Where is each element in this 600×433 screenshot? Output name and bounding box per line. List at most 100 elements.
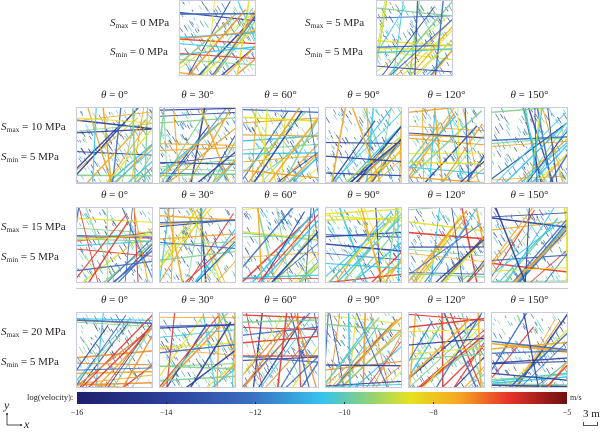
fracture-segment	[84, 255, 89, 262]
fracture-line	[414, 1, 418, 75]
fracture-line	[492, 262, 567, 273]
fracture-line	[409, 313, 417, 387]
fracture-line	[190, 108, 206, 182]
fracture-segment	[215, 22, 220, 30]
fracture-line	[300, 265, 318, 282]
fracture-line	[492, 140, 567, 147]
fracture-line	[243, 314, 318, 319]
fracture-segment	[445, 220, 449, 226]
fracture-line	[466, 167, 484, 182]
fracture-segment	[346, 235, 352, 243]
fracture-line	[160, 117, 226, 179]
fracture-segment	[82, 252, 86, 259]
fracture-segment	[248, 154, 253, 162]
fracture-segment	[288, 270, 291, 274]
fracture-segment	[317, 386, 318, 387]
fracture-line	[77, 317, 152, 322]
fracture-segment	[86, 220, 90, 225]
fracture-segment	[535, 113, 539, 119]
fracture-segment	[202, 75, 205, 76]
fracture-segment	[432, 383, 436, 387]
fracture-line	[377, 1, 388, 66]
fracture-segment	[399, 70, 403, 75]
fracture-segment	[98, 178, 102, 182]
fracture-segment	[350, 274, 353, 278]
fracture-segment	[83, 136, 88, 144]
fracture-line	[192, 208, 226, 282]
fracture-line	[243, 108, 318, 114]
fracture-segment	[382, 34, 385, 38]
fracture-segment	[370, 269, 375, 277]
fracture-line	[160, 108, 235, 111]
fracture-segment	[227, 386, 228, 387]
fracture-segment	[359, 116, 364, 124]
fracture-segment	[278, 125, 282, 130]
fracture-segment	[104, 113, 109, 120]
fracture-line	[530, 108, 543, 182]
fracture-line	[131, 362, 152, 387]
fracture-segment	[179, 122, 185, 130]
fracture-segment	[360, 135, 362, 138]
fracture-segment	[334, 266, 337, 271]
fracture-segment	[167, 164, 172, 172]
fracture-line	[160, 210, 202, 268]
fracture-segment	[386, 30, 389, 34]
fracture-segment	[541, 318, 544, 321]
fracture-segment	[473, 343, 479, 350]
fracture-line	[492, 217, 567, 228]
fracture-segment	[223, 347, 228, 353]
fracture-segment	[409, 267, 412, 271]
fracture-segment	[250, 258, 253, 262]
fracture-segment	[293, 365, 298, 372]
fracture-segment	[233, 6, 238, 13]
fracture-segment	[497, 165, 502, 171]
fracture-segment	[492, 152, 496, 157]
fracture-line	[161, 109, 208, 182]
fracture-segment	[81, 147, 86, 156]
fracture-segment	[304, 158, 308, 163]
axes-indicator: y x	[2, 398, 32, 431]
fracture-segment	[313, 280, 316, 282]
fracture-network	[77, 313, 152, 387]
fracture-line	[427, 208, 478, 282]
theta-label: θ = 30°	[181, 189, 214, 201]
fracture-segment	[445, 215, 450, 222]
fracture-line	[199, 108, 230, 182]
fracture-segment	[199, 36, 204, 43]
fracture-line	[360, 208, 383, 282]
fracture-segment	[473, 230, 478, 237]
fracture-line	[352, 223, 401, 282]
fracture-line	[409, 317, 484, 328]
fracture-segment	[162, 328, 167, 336]
fracture-segment	[423, 108, 428, 115]
fracture-segment	[517, 210, 521, 215]
fracture-segment	[195, 358, 201, 366]
fracture-segment	[419, 210, 422, 215]
fracture-segment	[457, 314, 460, 318]
fracture-line	[312, 208, 318, 246]
fracture-segment	[209, 71, 213, 75]
fracture-segment	[250, 280, 252, 282]
fracture-segment	[284, 335, 287, 338]
fracture-line	[409, 108, 457, 113]
fracture-segment	[483, 344, 484, 345]
fracture-segment	[312, 230, 317, 238]
fracture-segment	[316, 244, 318, 248]
fracture-segment	[492, 232, 496, 237]
fracture-segment	[427, 168, 430, 172]
fracture-line	[122, 334, 152, 387]
fracture-segment	[92, 349, 97, 356]
fracture-segment	[528, 355, 531, 358]
fracture-segment	[146, 157, 149, 161]
fracture-line	[409, 115, 457, 170]
fracture-line	[77, 234, 152, 241]
fracture-segment	[302, 323, 305, 327]
fracture-segment	[508, 368, 511, 372]
fracture-segment	[414, 119, 417, 123]
fracture-segment	[260, 211, 265, 218]
fracture-line	[409, 122, 441, 165]
fracture-panel	[491, 312, 568, 388]
fracture-segment	[419, 327, 421, 331]
fracture-line	[329, 210, 393, 282]
fracture-segment	[345, 249, 348, 254]
